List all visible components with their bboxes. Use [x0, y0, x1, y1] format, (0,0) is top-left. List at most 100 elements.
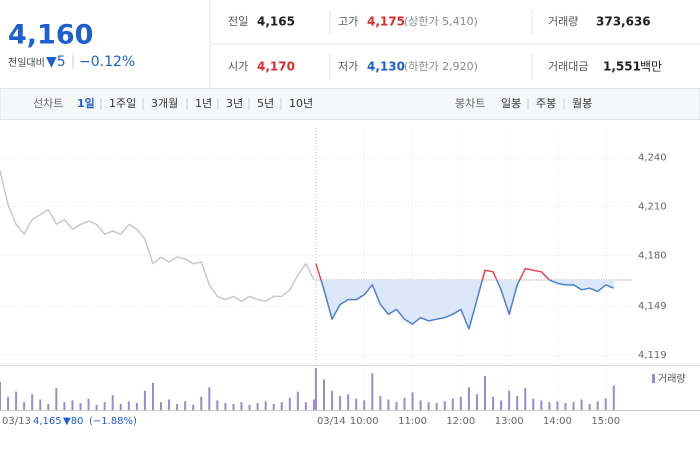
volume-bar	[272, 403, 275, 410]
volume-bar	[363, 400, 366, 410]
volume-bar	[288, 397, 291, 410]
item-label: 시가	[228, 60, 248, 73]
volume-bar	[31, 394, 34, 410]
item-value: 4,130	[367, 60, 405, 74]
volume-bar	[95, 404, 98, 410]
tab[interactable]: 5년	[257, 97, 274, 110]
volume-bar	[467, 387, 470, 410]
volume-bar	[208, 387, 211, 410]
volume-bar	[475, 394, 478, 410]
prev-date: 03/13	[2, 416, 31, 427]
volume-bar	[596, 401, 599, 410]
tab[interactable]: 3개월	[151, 97, 178, 110]
volume-bar	[443, 401, 446, 410]
volume-bar	[312, 399, 315, 410]
volume-bar	[556, 401, 559, 410]
volume-bar	[184, 401, 187, 410]
item-unit: 백만	[640, 60, 662, 74]
volume-bar	[588, 403, 591, 410]
volume-bar	[612, 385, 615, 410]
volume-bar	[331, 390, 334, 410]
legend-label: 거래량	[658, 373, 686, 385]
y-tick-label: 4,210	[638, 201, 667, 212]
item-note: (상한가 5,410)	[404, 15, 478, 28]
volume-bar	[63, 402, 66, 410]
volume-bar	[151, 382, 154, 410]
volume-bar	[604, 398, 607, 410]
y-tick-label: 4,240	[638, 152, 667, 163]
volume-bar	[314, 368, 317, 410]
item-value: 1,551	[603, 60, 641, 74]
volume-bar	[296, 391, 299, 410]
prev-change: ▼80	[63, 416, 83, 427]
volume-bar	[87, 398, 90, 410]
volume-bar	[200, 396, 203, 410]
current-price: 4,160	[8, 20, 93, 51]
prev-rate: (−1.88%)	[89, 416, 137, 427]
day-label: 03/14	[317, 416, 346, 427]
volume-bar	[280, 402, 283, 410]
tab[interactable]: 주봉	[536, 97, 556, 110]
volume-bar	[7, 396, 10, 410]
volume-bar	[492, 396, 495, 410]
item-label: 고가	[338, 15, 358, 28]
x-tick-label: 15:00	[591, 416, 620, 427]
change: ▼5	[46, 54, 66, 70]
y-tick-label: 4,119	[638, 350, 667, 361]
volume-bar	[427, 402, 430, 410]
tab[interactable]: 1일	[77, 96, 95, 110]
item-value: 4,170	[257, 60, 295, 74]
volume-bar	[127, 401, 130, 410]
item-label: 전일	[228, 14, 248, 28]
item-value: 4,165	[257, 15, 295, 29]
volume-bar	[47, 403, 50, 410]
volume-bar	[387, 399, 390, 410]
volume-bar	[103, 402, 106, 410]
volume-bar	[23, 402, 26, 410]
tab[interactable]: 월봉	[572, 97, 592, 110]
volume-bar	[192, 404, 195, 410]
x-tick-label: 14:00	[543, 416, 572, 427]
tab-group-label: 봉차트	[455, 97, 485, 110]
volume-bar	[500, 400, 503, 410]
tab[interactable]: 일봉	[501, 96, 521, 110]
y-tick-label: 4,149	[638, 301, 667, 312]
volume-bar	[55, 388, 58, 410]
item-label: 거래대금	[548, 60, 588, 73]
tab[interactable]: 1주일	[109, 96, 136, 110]
prev-close: 4,165	[33, 416, 62, 427]
volume-bar	[403, 397, 406, 410]
legend-swatch	[652, 374, 655, 383]
volume-bar	[256, 403, 259, 410]
tab-bar	[0, 88, 700, 120]
volume-bar	[355, 398, 358, 410]
item-note: (하한가 2,920)	[404, 59, 478, 73]
volume-bar	[580, 399, 583, 410]
item-label: 저가	[338, 60, 358, 73]
x-tick-label: 11:00	[398, 416, 427, 427]
item-value: 4,175	[367, 15, 405, 29]
volume-bar	[304, 402, 307, 410]
volume-bar	[540, 400, 543, 410]
tab[interactable]: 3년	[226, 97, 243, 110]
volume-bar	[15, 391, 18, 410]
volume-bar	[248, 404, 251, 410]
volume-bar	[0, 382, 1, 410]
tab-separators	[100, 98, 565, 110]
tab-group-label: 선차트	[33, 97, 63, 110]
volume-bar	[451, 398, 454, 410]
volume-bar	[39, 399, 42, 410]
tab[interactable]: 1년	[195, 97, 212, 110]
item-label: 거래량	[548, 15, 578, 28]
volume-bar	[572, 402, 575, 410]
volume-bar	[411, 392, 414, 410]
volume-bar	[459, 396, 462, 410]
tab[interactable]: 10년	[289, 97, 313, 110]
volume-bar	[339, 396, 342, 410]
volume-bar	[119, 403, 122, 410]
volume-bar	[143, 390, 146, 410]
volume-bar	[176, 403, 179, 410]
volume-bar	[216, 400, 219, 410]
volume-bar	[419, 400, 422, 410]
